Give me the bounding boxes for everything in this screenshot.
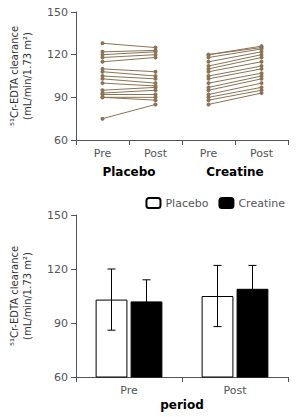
svg-text:⁵¹Cr-EDTA clearance: ⁵¹Cr-EDTA clearance [9, 26, 20, 126]
svg-text:150: 150 [47, 6, 68, 19]
svg-text:⁵¹Cr-EDTA clearance: ⁵¹Cr-EDTA clearance [9, 246, 20, 346]
svg-text:Creatine: Creatine [206, 165, 264, 179]
svg-text:120: 120 [47, 48, 68, 61]
svg-text:(mL/min/1.73 m²): (mL/min/1.73 m²) [22, 252, 33, 340]
svg-text:90: 90 [54, 317, 68, 330]
svg-text:Placebo: Placebo [165, 197, 208, 210]
svg-text:Placebo: Placebo [102, 165, 155, 179]
svg-text:Post: Post [250, 147, 274, 160]
svg-text:Post: Post [223, 384, 247, 397]
svg-text:120: 120 [47, 263, 68, 276]
svg-text:Pre: Pre [120, 384, 138, 397]
svg-text:60: 60 [54, 371, 68, 384]
svg-text:Creatine: Creatine [238, 197, 285, 210]
svg-text:150: 150 [47, 209, 68, 222]
svg-text:Post: Post [144, 147, 168, 160]
svg-text:90: 90 [54, 91, 68, 104]
svg-text:60: 60 [54, 134, 68, 147]
svg-text:period: period [160, 398, 204, 412]
svg-text:Pre: Pre [200, 147, 218, 160]
svg-text:Pre: Pre [94, 147, 112, 160]
svg-text:(mL/min/1.73 m²): (mL/min/1.73 m²) [22, 32, 33, 120]
